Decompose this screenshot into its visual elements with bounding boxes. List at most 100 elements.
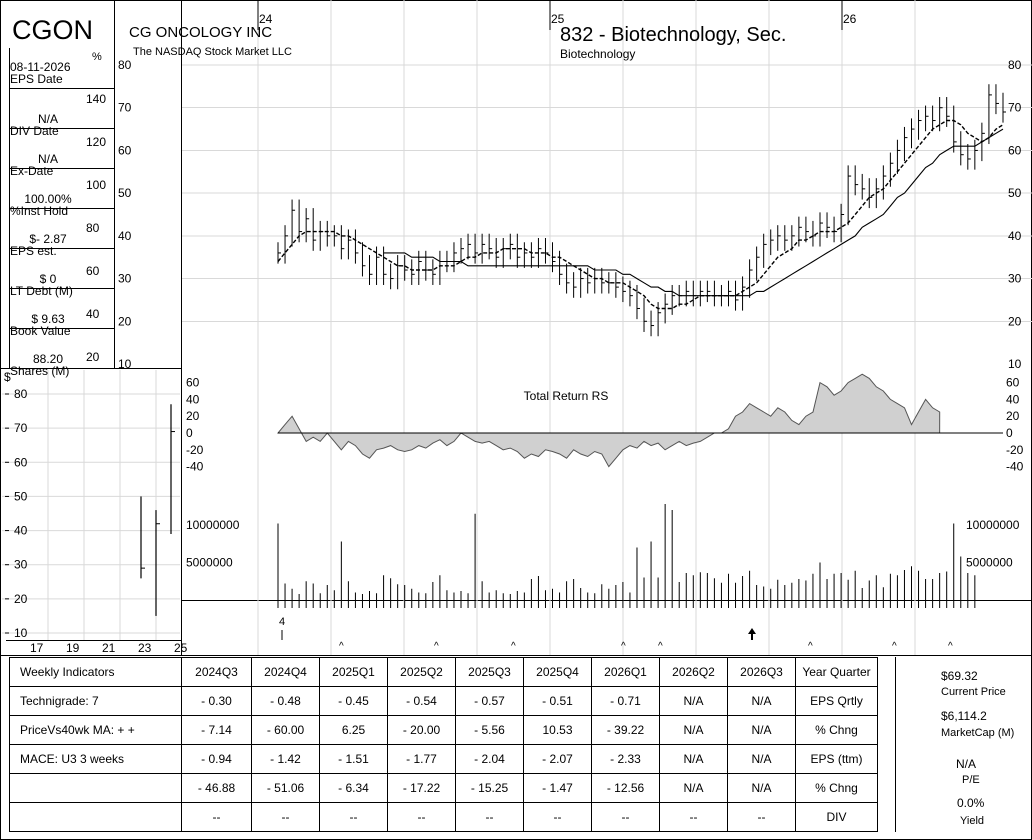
volume-tick-right: 5000000	[966, 556, 1013, 570]
rs-tick-left: 0	[186, 426, 193, 440]
table-cell: - 0.48	[251, 686, 320, 716]
pe-label: P/E	[962, 774, 980, 786]
ticker-symbol: CGON	[12, 15, 93, 45]
table-cell: - 6.34	[319, 773, 388, 803]
price-tick-left: 60	[118, 143, 132, 157]
volume-tick-left: 10000000	[186, 518, 240, 532]
annual-y-tick: 50	[14, 489, 28, 503]
annual-y-tick: 30	[14, 558, 28, 572]
annual-y-tick: 60	[14, 455, 28, 469]
current-price: $69.32	[941, 669, 978, 683]
sidebar-divider	[9, 88, 114, 89]
event-caret: ^	[808, 641, 813, 652]
sidebar-stat-label: Shares (M)	[10, 364, 70, 378]
market-cap-label: MarketCap (M)	[941, 727, 1015, 739]
table-cell: - 1.77	[387, 744, 456, 774]
row-metric: EPS Qrtly	[795, 686, 878, 716]
row-metric: % Chng	[795, 715, 878, 745]
sidebar-divider	[9, 128, 114, 129]
rs-tick-right: 60	[1006, 376, 1020, 390]
table-cell: N/A	[659, 686, 728, 716]
annual-y-tick: 10	[14, 626, 28, 640]
sidebar-stat-label: DIV Date	[10, 124, 59, 138]
rs-tick-right: 20	[1006, 409, 1020, 423]
event-caret: ^	[621, 641, 626, 652]
table-cell: - 0.54	[387, 686, 456, 716]
table-cell: - 0.51	[523, 686, 592, 716]
event-caret: ^	[434, 641, 439, 652]
rs-area	[276, 373, 1003, 468]
price-tick-right: 40	[1008, 229, 1022, 243]
event-caret: ^	[511, 641, 516, 652]
sidebar-divider	[9, 248, 114, 249]
price-tick-right: 50	[1008, 186, 1022, 200]
annual-unit-label: $	[4, 370, 11, 384]
price-tick-left: 50	[118, 186, 132, 200]
percent-unit: %	[92, 51, 102, 63]
rs-tick-left: -40	[186, 460, 204, 474]
price-tick-right: 70	[1008, 101, 1022, 115]
percent-tick: 40	[86, 307, 100, 321]
table-cell: - 15.25	[455, 773, 524, 803]
table-cell: N/A	[727, 744, 796, 774]
event-caret: ^	[948, 641, 953, 652]
rs-tick-left: 40	[186, 392, 200, 406]
table-cell: N/A	[727, 715, 796, 745]
table-header-cell: 2025Q1	[319, 657, 388, 687]
rs-tick-left: 60	[186, 376, 200, 390]
split-marker: 4	[279, 616, 285, 628]
sidebar-stat-label: EPS est.	[10, 244, 57, 258]
sidebar-stat-value: 100.00%	[24, 192, 72, 206]
sidebar-stat-label: Book Value	[10, 324, 71, 338]
annual-x-tick: 17	[30, 641, 44, 655]
earnings-arrow-icon	[748, 628, 756, 640]
table-cell: - 39.22	[591, 715, 660, 745]
table-cell: --	[319, 802, 388, 832]
table-header-cell: 2026Q1	[591, 657, 660, 687]
volume-bars	[277, 504, 976, 608]
table-cell: - 12.56	[591, 773, 660, 803]
table-cell: --	[659, 802, 728, 832]
price-tick-left: 80	[118, 58, 132, 72]
event-caret: ^	[339, 641, 344, 652]
table-cell: - 51.06	[251, 773, 320, 803]
sidebar-divider	[9, 288, 114, 289]
annual-x-tick: 19	[66, 641, 80, 655]
percent-tick: 20	[86, 350, 100, 364]
rs-tick-right: -20	[1006, 443, 1024, 457]
table-cell: - 1.42	[251, 744, 320, 774]
sidebar-stat-value: $ 0	[39, 272, 57, 286]
table-row: -- -- -- -- -- -- -- -- -- DIV	[9, 802, 878, 832]
table-cell: - 0.30	[181, 686, 252, 716]
table-cell: N/A	[727, 773, 796, 803]
row-metric: EPS (ttm)	[795, 744, 878, 774]
table-header-cell: Weekly Indicators	[9, 657, 182, 687]
event-caret: ^	[892, 641, 897, 652]
table-row: PriceVs40wk MA: + + - 7.14- 60.00 6.25- 20…	[9, 715, 878, 745]
sector-name: Biotechnology	[560, 47, 636, 61]
table-cell: - 0.45	[319, 686, 388, 716]
sidebar-stat: 100.00% %Inst Hold	[10, 181, 86, 217]
table-cell: - 1.47	[523, 773, 592, 803]
table-header-cell: 2025Q4	[523, 657, 592, 687]
table-cell: - 0.71	[591, 686, 660, 716]
table-header-cell: 2025Q3	[455, 657, 524, 687]
price-tick-right: 10	[1008, 357, 1022, 371]
exchange-name: The NASDAQ Stock Market LLC	[133, 46, 292, 58]
table-header-cell: 2026Q2	[659, 657, 728, 687]
price-tick-left: 70	[118, 101, 132, 115]
price-bars	[277, 84, 1006, 337]
sidebar-stat-value: $- 2.87	[29, 232, 67, 246]
table-cell: - 1.51	[319, 744, 388, 774]
annual-x-tick: 21	[102, 641, 116, 655]
row-label: Technigrade: 7	[9, 686, 182, 716]
table-cell: - 0.57	[455, 686, 524, 716]
row-label: MACE: U3 3 weeks	[9, 744, 182, 774]
annual-x-tick: 25	[174, 641, 188, 655]
year-marker-label: 25	[551, 12, 565, 26]
current-price-label: Current Price	[941, 686, 1006, 698]
table-cell: 10.53	[523, 715, 592, 745]
table-cell: --	[387, 802, 456, 832]
